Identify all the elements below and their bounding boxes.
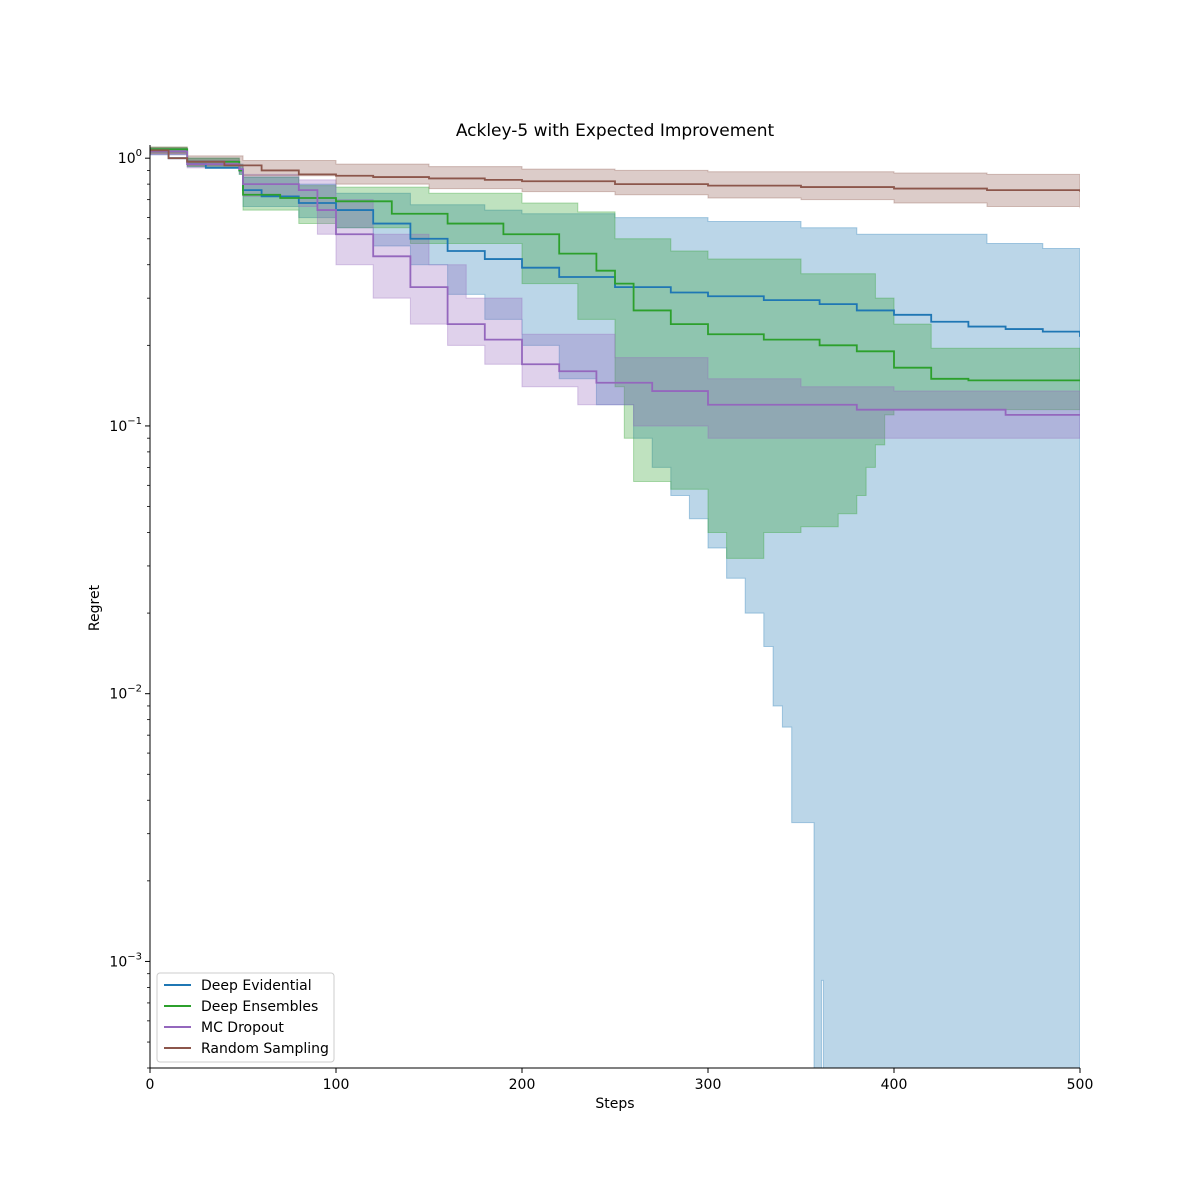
x-tick-label: 500	[1067, 1077, 1094, 1093]
line-mc-dropout	[150, 150, 1080, 416]
y-tick-label: 10−3	[109, 951, 142, 970]
legend: Deep Evidential Deep Ensembles MC Dropout R…	[156, 972, 335, 1063]
x-tick-label: 300	[695, 1077, 722, 1093]
x-tick-label: 200	[509, 1077, 536, 1093]
line-random-sampling	[150, 149, 1080, 192]
band-random-sampling	[150, 146, 1080, 209]
y-axis-label: Regret	[87, 584, 103, 631]
y-tick-label: 100	[118, 148, 142, 167]
legend-label-mc-dropout: MC Dropout	[201, 1020, 284, 1036]
line-deep-ensembles	[150, 148, 1080, 382]
legend-label-random-sampling: Random Sampling	[201, 1041, 329, 1057]
y-tick-label: 10−1	[109, 416, 142, 435]
y-tick-label: 10−2	[109, 684, 142, 703]
x-tick-label: 400	[881, 1077, 908, 1093]
series-lines	[150, 148, 1080, 416]
legend-box	[156, 972, 335, 1063]
x-axis-label: Steps	[595, 1096, 634, 1112]
chart-title: Ackley-5 with Expected Improvement	[456, 121, 775, 141]
legend-label-deep-evidential: Deep Evidential	[201, 978, 312, 994]
x-tick-label: 100	[323, 1077, 350, 1093]
x-tick-label: 0	[146, 1077, 155, 1093]
axes: 0 100 200 300 400 500 100 10−1 10−2 10−3	[109, 145, 1093, 1093]
legend-label-deep-ensembles: Deep Ensembles	[201, 999, 318, 1015]
